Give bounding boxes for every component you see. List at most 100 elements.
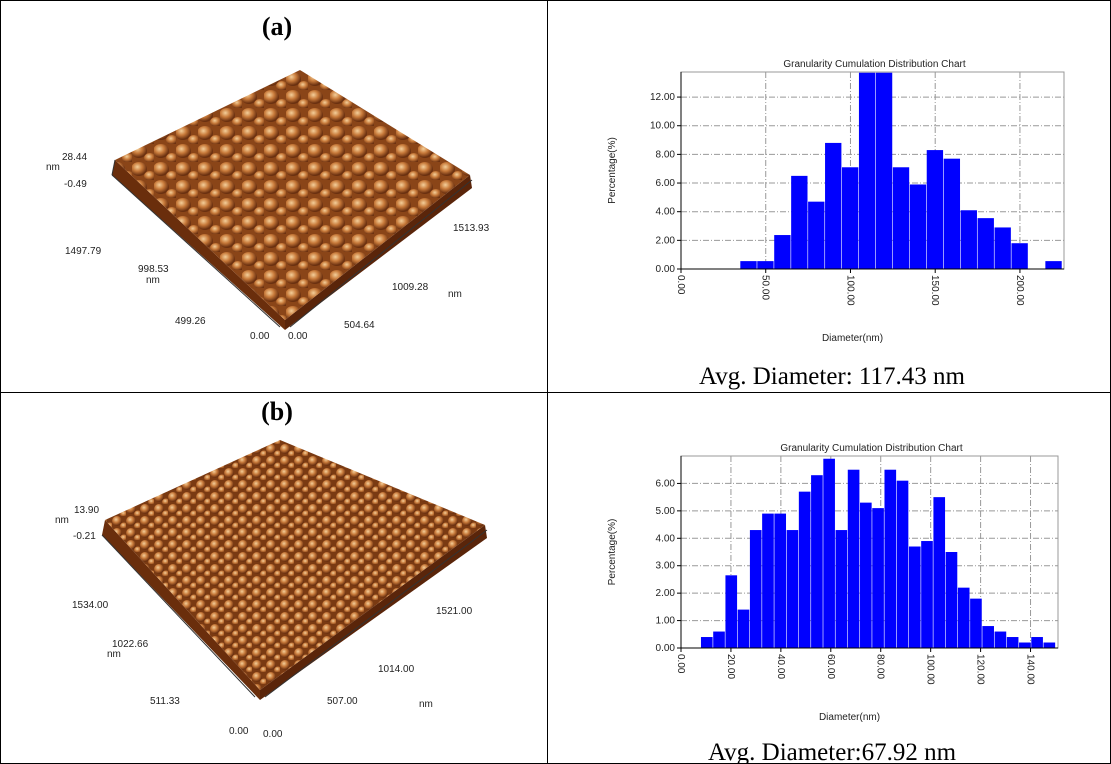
y-tick-label: 2.00 (656, 588, 676, 599)
bar (774, 513, 787, 648)
afm-label: 1497.79 (65, 246, 102, 257)
caption: Avg. Diameter: 117.43 nm (699, 363, 965, 390)
x-tick-label: 0.00 (675, 275, 686, 295)
bar (875, 72, 893, 269)
x-tick-label: 20.00 (725, 654, 736, 679)
y-tick-label: 4.00 (656, 533, 676, 544)
bar (1031, 637, 1043, 648)
afm-label: -0.21 (73, 531, 96, 542)
histogram: Granularity Cumulation Distribution Char… (607, 59, 1065, 344)
bars (740, 72, 1062, 269)
bar (762, 513, 774, 648)
x-axis-label: Diameter(nm) (819, 712, 880, 723)
bar (740, 261, 757, 269)
afm-label: 0.00 (229, 726, 249, 737)
bar (1006, 637, 1019, 648)
bar (757, 261, 774, 269)
y-tick-label: 5.00 (656, 506, 676, 517)
afm-image (101, 440, 488, 700)
bar (994, 631, 1007, 648)
bar (909, 184, 927, 269)
x-tick-label: 80.00 (875, 654, 886, 679)
bar (970, 598, 982, 648)
afm-label: 0.00 (250, 331, 270, 342)
panel-label: (b) (261, 397, 293, 426)
bar (825, 142, 842, 269)
afm-label: nm (419, 699, 433, 710)
afm-label: nm (46, 162, 60, 173)
afm-label: -0.49 (64, 179, 87, 190)
y-tick-label: 0.00 (656, 643, 676, 654)
afm-label: 1014.00 (378, 664, 415, 675)
y-tick-label: 4.00 (656, 207, 676, 218)
bar (774, 235, 791, 269)
x-tick-label: 120.00 (975, 654, 986, 685)
x-axis-label: Diameter(nm) (822, 333, 883, 344)
afm-label: nm (146, 275, 160, 286)
bar (786, 530, 799, 648)
bar (960, 210, 977, 269)
bars (700, 458, 1056, 648)
bar (872, 508, 884, 648)
x-tick-label: 100.00 (844, 275, 855, 306)
afm-label: 1534.00 (72, 600, 109, 611)
bar (823, 458, 835, 648)
afm-label: 1022.66 (112, 639, 149, 650)
afm-label: 28.44 (62, 152, 87, 163)
bar (700, 637, 713, 648)
afm-label: 504.64 (344, 320, 375, 331)
bar (921, 541, 933, 648)
y-tick-label: 0.00 (656, 264, 676, 275)
bar (896, 480, 909, 648)
y-tick-label: 10.00 (650, 121, 675, 132)
bar (982, 626, 994, 648)
y-axis-label: Percentage(%) (607, 519, 618, 586)
afm-label: 0.00 (263, 729, 283, 740)
afm-label: 0.00 (288, 331, 308, 342)
bar (847, 469, 860, 648)
y-tick-label: 12.00 (650, 92, 675, 103)
bar (933, 497, 946, 648)
afm-label: 1513.93 (453, 223, 490, 234)
bar (892, 167, 910, 269)
x-tick-label: 150.00 (929, 275, 940, 306)
bar (943, 158, 961, 269)
afm-label: nm (55, 515, 69, 526)
bar (841, 167, 859, 269)
y-axis-label: Percentage(%) (607, 137, 618, 204)
bar (908, 546, 921, 648)
bar (791, 175, 808, 269)
bar (749, 530, 762, 648)
bar (926, 150, 944, 269)
bar (994, 227, 1011, 269)
afm-image (111, 70, 473, 330)
bar (858, 72, 876, 269)
afm-label: 13.90 (74, 505, 99, 516)
afm-label: 998.53 (138, 264, 169, 275)
bar (977, 218, 994, 269)
x-tick-label: 140.00 (1025, 654, 1036, 685)
chart-title: Granularity Cumulation Distribution Char… (780, 443, 963, 454)
bar (1045, 261, 1062, 269)
y-tick-label: 2.00 (656, 235, 676, 246)
x-tick-label: 50.00 (760, 275, 771, 300)
x-tick-label: 100.00 (925, 654, 936, 685)
bar (798, 491, 811, 648)
bar (945, 552, 958, 648)
bar (808, 201, 825, 269)
afm-label: 1009.28 (392, 282, 429, 293)
bar (835, 530, 848, 648)
afm-label: 507.00 (327, 696, 358, 707)
y-tick-label: 8.00 (656, 149, 676, 160)
x-tick-label: 200.00 (1014, 275, 1025, 306)
chart-title: Granularity Cumulation Distribution Char… (783, 59, 966, 70)
bar (1019, 642, 1031, 648)
x-tick-label: 0.00 (675, 654, 686, 674)
afm-label: nm (107, 649, 121, 660)
y-tick-label: 6.00 (656, 178, 676, 189)
afm-label: nm (448, 289, 462, 300)
bar (957, 587, 970, 648)
panel-label: (a) (262, 12, 292, 41)
bar (725, 575, 738, 648)
